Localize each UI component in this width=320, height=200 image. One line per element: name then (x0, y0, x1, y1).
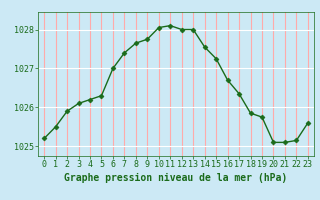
X-axis label: Graphe pression niveau de la mer (hPa): Graphe pression niveau de la mer (hPa) (64, 173, 288, 183)
